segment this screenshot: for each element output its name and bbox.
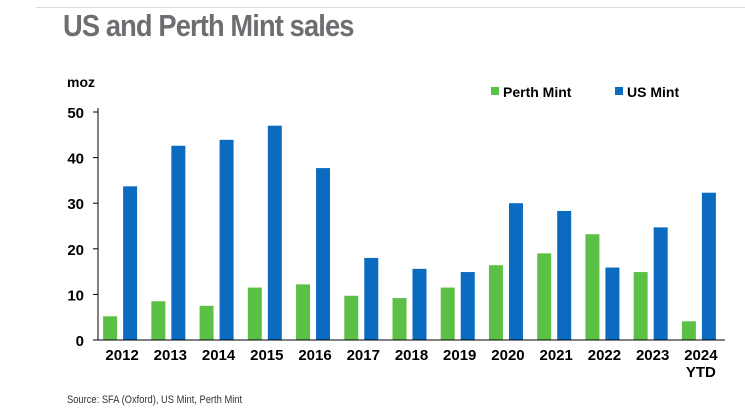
bar-us-mint: [557, 210, 572, 340]
y-tick-label: 20: [67, 242, 84, 259]
x-tick-label: 2019: [443, 347, 476, 364]
legend-swatch-us-mint: [615, 87, 623, 95]
x-tick-label: 2015: [250, 347, 283, 364]
bar-us-mint: [219, 139, 234, 340]
x-tick-label: 2012: [105, 347, 138, 364]
bar-perth-mint: [440, 287, 455, 340]
bar-us-mint: [171, 145, 186, 340]
bar-perth-mint: [537, 253, 552, 340]
y-tick-label: 10: [67, 287, 84, 304]
bar-perth-mint: [633, 272, 648, 340]
x-tick-label: 2013: [154, 347, 187, 364]
y-tick-label: 40: [67, 151, 84, 168]
legend-label-perth-mint: Perth Mint: [503, 84, 572, 100]
bar-perth-mint: [585, 234, 600, 340]
y-tick-label: 50: [67, 105, 84, 122]
x-tick-label: 2018: [395, 347, 428, 364]
x-tick-label: 2024 YTD: [684, 347, 718, 381]
x-tick-label: 2022: [588, 347, 621, 364]
bar-us-mint: [653, 227, 668, 340]
bar-us-mint: [508, 203, 523, 340]
bar-perth-mint: [296, 284, 311, 340]
x-tick-label: 2017: [347, 347, 380, 364]
bar-perth-mint: [247, 287, 262, 340]
source-note: Source: SFA (Oxford), US Mint, Perth Min…: [67, 394, 243, 406]
bar-perth-mint: [199, 305, 214, 340]
chart-title: US and Perth Mint sales: [63, 8, 354, 43]
x-tick-label: 2020: [491, 347, 524, 364]
y-tick-label: 30: [67, 196, 84, 213]
bar-perth-mint: [103, 316, 118, 340]
bar-us-mint: [701, 192, 716, 340]
legend-label-us-mint: US Mint: [627, 84, 679, 100]
bar-us-mint: [460, 272, 475, 340]
x-tick-label: 2021: [540, 347, 573, 364]
top-rule: [36, 7, 745, 8]
bar-perth-mint: [488, 265, 503, 340]
x-tick-label: 2016: [298, 347, 331, 364]
bar-us-mint: [267, 125, 282, 341]
bar-perth-mint: [344, 295, 359, 340]
bar-us-mint: [605, 267, 620, 340]
bar-us-mint: [316, 168, 331, 340]
x-tick-label: 2023: [636, 347, 669, 364]
bar-us-mint: [364, 257, 379, 340]
x-tick-label: 2014: [202, 347, 236, 364]
bar-us-mint: [123, 186, 138, 340]
bar-us-mint: [412, 268, 427, 340]
bar-perth-mint: [151, 301, 166, 340]
legend-swatch-perth-mint: [491, 87, 499, 95]
bar-perth-mint: [392, 298, 407, 340]
y-tick-label: 0: [76, 333, 84, 350]
bar-perth-mint: [681, 321, 696, 340]
y-axis-label: moz: [67, 74, 95, 90]
